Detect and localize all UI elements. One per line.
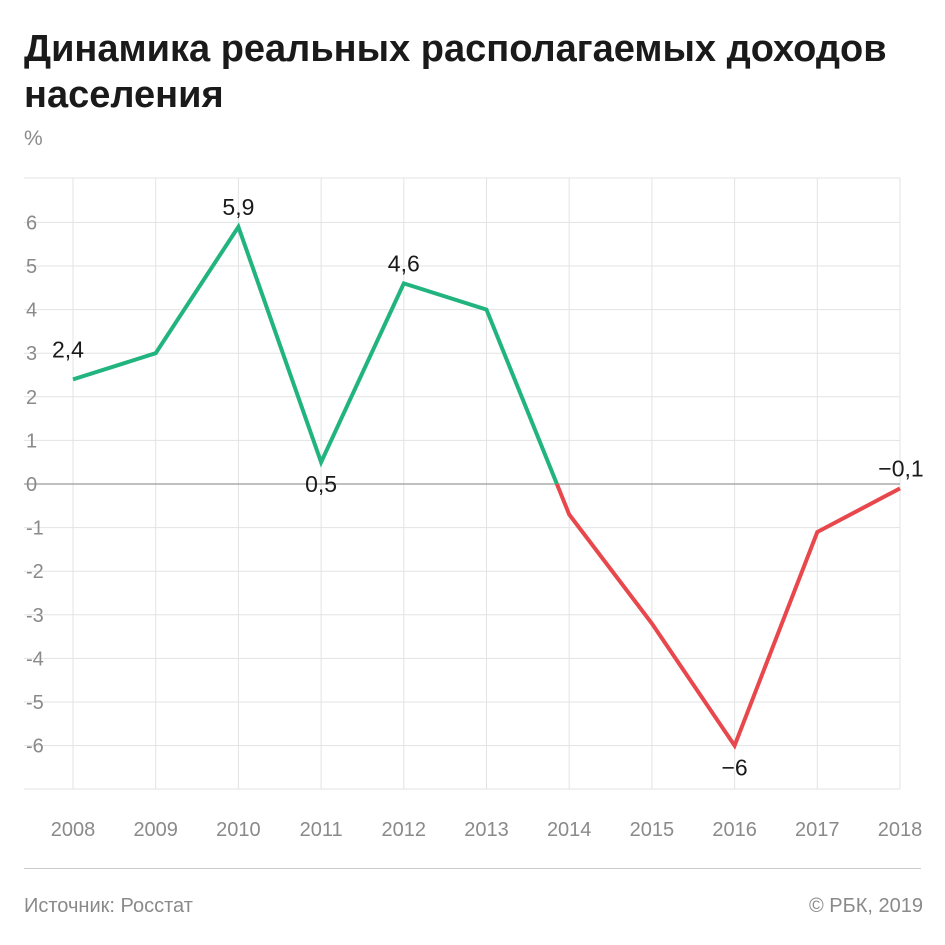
data-label: 5,9 [222, 194, 254, 220]
y-tick-label: 0 [26, 474, 37, 496]
x-tick-label: 2015 [630, 819, 675, 841]
x-tick-label: 2018 [878, 819, 923, 841]
y-tick-label: -2 [26, 561, 44, 583]
series-line-positive [73, 227, 557, 484]
y-tick-label: 5 [26, 256, 37, 278]
y-tick-label: -1 [26, 518, 44, 540]
x-tick-label: 2008 [51, 819, 96, 841]
x-tick-label: 2016 [712, 819, 757, 841]
data-label: −0,1 [878, 455, 923, 481]
data-label: 4,6 [388, 250, 420, 276]
y-tick-label: -6 [26, 736, 44, 758]
source-label: Источник: Росстат [24, 895, 193, 918]
x-tick-label: 2010 [216, 819, 261, 841]
y-tick-label: -5 [26, 692, 44, 714]
y-tick-label: -4 [26, 648, 44, 670]
x-tick-label: 2014 [547, 819, 592, 841]
y-tick-label: 2 [26, 387, 37, 409]
x-tick-label: 2013 [464, 819, 509, 841]
data-label: 2,4 [52, 336, 84, 362]
y-tick-label: 3 [26, 343, 37, 365]
y-tick-label: -3 [26, 605, 44, 627]
x-tick-label: 2017 [795, 819, 840, 841]
y-tick-label: 6 [26, 212, 37, 234]
footer-divider [24, 868, 921, 869]
copyright-label: © РБК, 2019 [809, 895, 923, 918]
y-tick-label: 4 [26, 300, 37, 322]
x-tick-label: 2011 [300, 819, 343, 841]
line-chart: 6 5 4 3 2 1 0 -1 -2 -3 -4 -5 -6 2008 2009 2010 2011 2012 2… [0, 0, 945, 860]
y-tick-label: 1 [26, 430, 37, 452]
data-label: 0,5 [305, 471, 337, 497]
x-tick-label: 2012 [382, 819, 427, 841]
x-tick-label: 2009 [133, 819, 178, 841]
data-label: −6 [721, 755, 747, 781]
